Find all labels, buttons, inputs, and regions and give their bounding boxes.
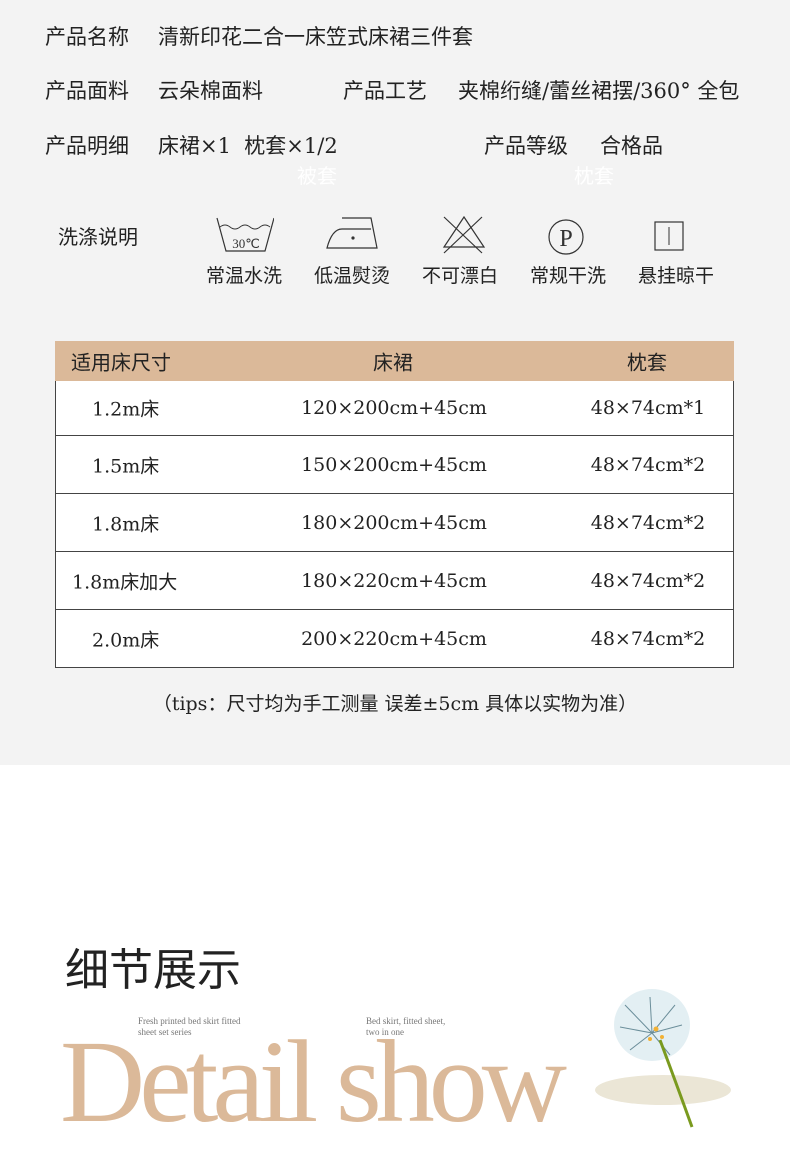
name-label: 产品名称	[45, 25, 129, 49]
fabric-value: 云朵棉面料	[158, 79, 263, 103]
name-value: 清新印花二合一床笠式床裙三件套	[158, 25, 473, 49]
dry-clean-p-icon: P	[548, 219, 584, 255]
detail-value: 床裙×1 枕套×1/2	[158, 134, 338, 158]
header-skirt: 床裙	[373, 350, 413, 375]
grade-value: 合格品	[600, 134, 663, 158]
cell: 180×200cm+45cm	[301, 511, 487, 534]
cell: 48×74cm*2	[590, 511, 706, 534]
cell: 48×74cm*2	[590, 569, 706, 592]
iron-label: 低温熨烫	[313, 265, 390, 287]
ghost-text: 枕套	[574, 164, 614, 188]
header-bed-size: 适用床尺寸	[71, 350, 171, 375]
cell: 1.5m床	[92, 455, 160, 477]
dryclean-label: 常规干洗	[529, 265, 606, 287]
table-row: 1.5m床 150×200cm+45cm 48×74cm*2	[55, 436, 734, 494]
cell: 48×74cm*2	[590, 453, 706, 476]
table-row: 2.0m床 200×220cm+45cm 48×74cm*2	[55, 610, 734, 668]
caption-series: Fresh printed bed skirt fitted sheet set…	[138, 1016, 241, 1037]
tips-note: （tips：尺寸均为手工测量 误差±5cm 具体以实物为准）	[152, 693, 638, 715]
cell: 1.2m床	[92, 398, 160, 421]
header-pillowcase: 枕套	[627, 350, 667, 375]
ghost-text: 被套	[297, 164, 337, 188]
svg-text:30℃: 30℃	[232, 236, 260, 251]
cell: 200×220cm+45cm	[301, 627, 487, 650]
grade-label: 产品等级	[484, 134, 568, 158]
table-row: 1.8m床 180×200cm+45cm 48×74cm*2	[55, 494, 734, 552]
caption-two-in-one: Bed skirt, fitted sheet, two in one	[366, 1016, 446, 1037]
table-header: 适用床尺寸 床裙 枕套	[55, 341, 734, 381]
cell: 150×200cm+45cm	[301, 453, 487, 476]
table-row: 1.8m床加大 180×220cm+45cm 48×74cm*2	[55, 552, 734, 610]
cell: 120×200cm+45cm	[301, 397, 487, 419]
washing-label: 洗涤说明	[58, 225, 138, 249]
craft-label: 产品工艺	[343, 79, 427, 103]
wash-30c-icon: 30℃	[216, 217, 274, 252]
detail-label: 产品明细	[45, 134, 129, 158]
cell: 1.8m床	[92, 513, 160, 535]
table-row: 1.2m床 120×200cm+45cm 48×74cm*1	[55, 381, 734, 436]
hang-dry-icon	[654, 221, 684, 251]
dandelion-illustration	[595, 989, 731, 1128]
size-table: 适用床尺寸 床裙 枕套 1.2m床 120×200cm+45cm 48×74cm…	[55, 341, 734, 668]
detail-show-title: Detail show	[60, 1016, 567, 1147]
svg-text:P: P	[559, 226, 572, 252]
section-title: 细节展示	[65, 945, 241, 996]
fabric-label: 产品面料	[45, 79, 129, 103]
craft-value: 夹棉绗缝/蕾丝裙摆/360° 全包	[458, 79, 740, 103]
cell: 180×220cm+45cm	[301, 569, 487, 592]
wash-label: 常温水洗	[205, 265, 282, 287]
cell: 2.0m床	[92, 629, 160, 651]
cell: 48×74cm*1	[590, 397, 706, 419]
dry-label: 悬挂晾干	[637, 265, 714, 287]
cell: 1.8m床加大	[72, 571, 178, 593]
bleach-label: 不可漂白	[421, 265, 498, 287]
cell: 48×74cm*2	[590, 627, 706, 650]
iron-low-icon	[326, 217, 378, 249]
no-bleach-icon	[442, 215, 486, 254]
